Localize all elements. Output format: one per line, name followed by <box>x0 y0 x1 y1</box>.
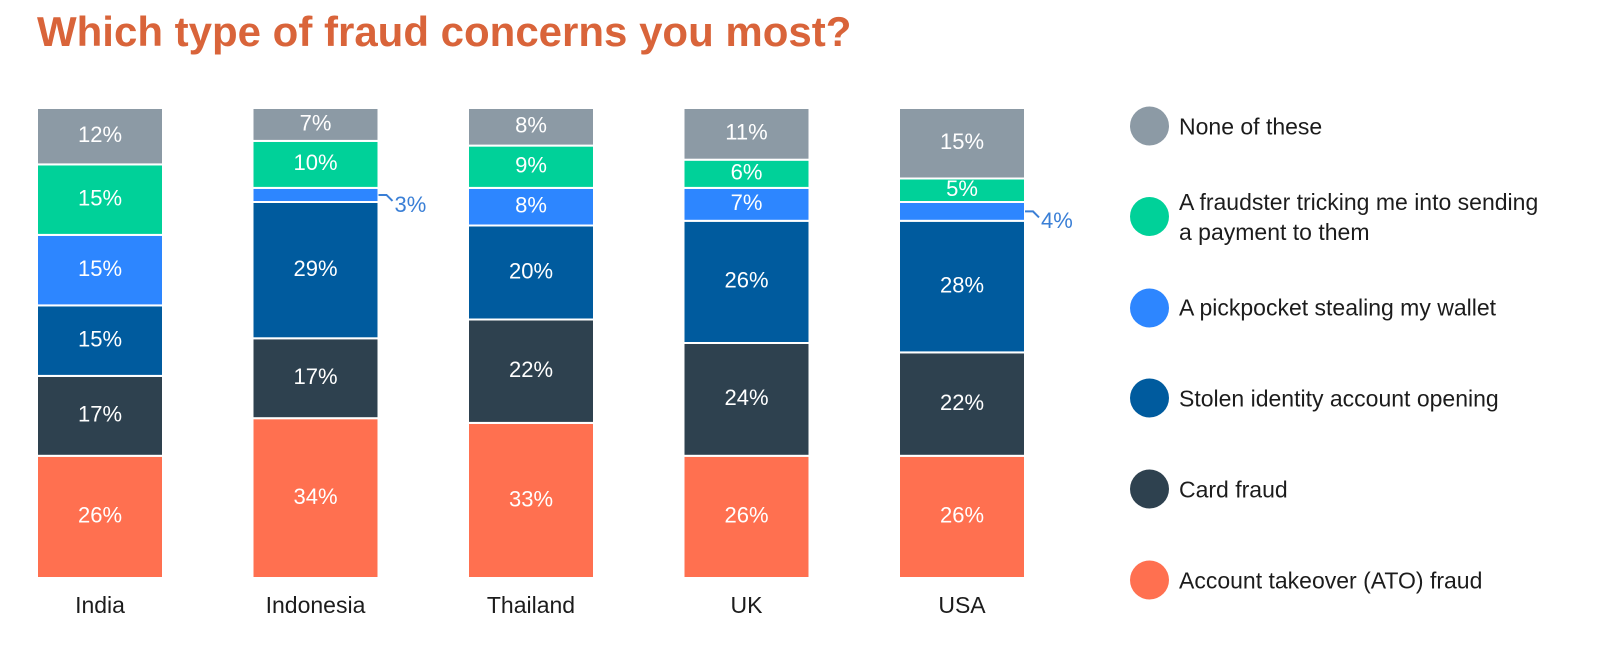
legend-swatch <box>1130 378 1169 418</box>
value-label: 28% <box>940 272 984 297</box>
value-label: 15% <box>78 185 122 210</box>
value-label: 17% <box>293 364 337 389</box>
bar-segment <box>36 233 164 307</box>
bar-segment <box>467 421 595 579</box>
bar-segment <box>682 342 811 457</box>
bar-segment <box>251 201 380 340</box>
value-label: 7% <box>731 190 763 215</box>
value-label: 20% <box>509 258 553 283</box>
value-label: 15% <box>78 256 122 281</box>
legend-swatch <box>1130 106 1169 146</box>
value-label: 15% <box>940 129 984 154</box>
bar-segment <box>467 107 595 147</box>
value-label: 3% <box>395 192 427 217</box>
bar-segment <box>467 224 595 321</box>
bar-segment <box>36 107 164 166</box>
value-label: 26% <box>78 503 122 528</box>
bar-segment <box>682 158 811 189</box>
x-tick-label: USA <box>938 592 986 618</box>
value-label: 5% <box>946 176 978 201</box>
value-label: 26% <box>940 503 984 528</box>
value-label: 24% <box>724 385 768 410</box>
legend-item: A pickpocket stealing my wallet <box>1130 288 1610 328</box>
legend-item: Card fraud <box>1130 469 1610 509</box>
bar-segment <box>682 454 811 579</box>
bar-segment <box>251 417 380 580</box>
bar-segment <box>36 374 164 457</box>
bar-segment <box>251 139 380 189</box>
legend-swatch <box>1130 560 1169 600</box>
bar-segment <box>898 219 1026 354</box>
legend-label: Account takeover (ATO) fraud <box>1179 567 1483 593</box>
value-label: 22% <box>509 357 553 382</box>
legend-item: Account takeover (ATO) fraud <box>1130 560 1610 600</box>
label-connector <box>378 193 394 202</box>
value-label: 4% <box>1041 208 1073 233</box>
bar-segment <box>36 163 164 236</box>
value-label: 33% <box>509 486 553 511</box>
x-tick-label: India <box>75 592 125 618</box>
bar-segment <box>36 454 164 579</box>
chart-title: Which type of fraud concerns you most? <box>37 8 852 55</box>
value-label: 7% <box>300 110 332 135</box>
value-label: 26% <box>724 503 768 528</box>
legend-label: Stolen identity account opening <box>1179 385 1499 412</box>
bar-segment <box>467 186 595 227</box>
legend-swatch <box>1130 197 1169 237</box>
bar-segment <box>898 107 1026 180</box>
value-label: 15% <box>78 326 122 351</box>
legend-item: Stolen identity account opening <box>1130 378 1610 418</box>
bar-segment <box>467 144 595 189</box>
bar-segment <box>682 186 811 222</box>
value-label: 29% <box>293 256 337 281</box>
x-tick-label: UK <box>731 592 764 618</box>
legend-item: A fraudster tricking me into sending a p… <box>1130 187 1610 247</box>
bar-segment <box>251 107 380 142</box>
value-label: 6% <box>731 160 763 185</box>
value-label: 12% <box>78 122 122 147</box>
value-label: 8% <box>515 193 547 218</box>
legend-swatch <box>1130 288 1169 328</box>
legend-label: A pickpocket stealing my wallet <box>1179 294 1497 321</box>
value-label: 17% <box>78 402 122 427</box>
x-tick-label: Indonesia <box>266 592 366 618</box>
value-label: 10% <box>293 150 337 175</box>
legend-label: Card fraud <box>1179 476 1288 503</box>
label-connector <box>1025 210 1040 219</box>
x-tick-label: Thailand <box>487 592 575 618</box>
legend-swatch <box>1130 469 1169 509</box>
legend-label: A fraudster tricking me into sending a p… <box>1179 188 1539 245</box>
value-label: 8% <box>515 113 547 138</box>
bar-segment <box>898 201 1026 222</box>
bar-segment <box>682 107 811 161</box>
bar-segment <box>682 219 811 344</box>
legend-item: None of these <box>1130 106 1610 146</box>
value-label: 26% <box>724 268 768 293</box>
value-label: 22% <box>940 390 984 415</box>
legend-label: None of these <box>1179 113 1323 139</box>
value-label: 34% <box>293 484 337 509</box>
value-label: 9% <box>515 153 547 178</box>
value-label: 11% <box>725 120 767 145</box>
bar-segment <box>251 186 380 203</box>
